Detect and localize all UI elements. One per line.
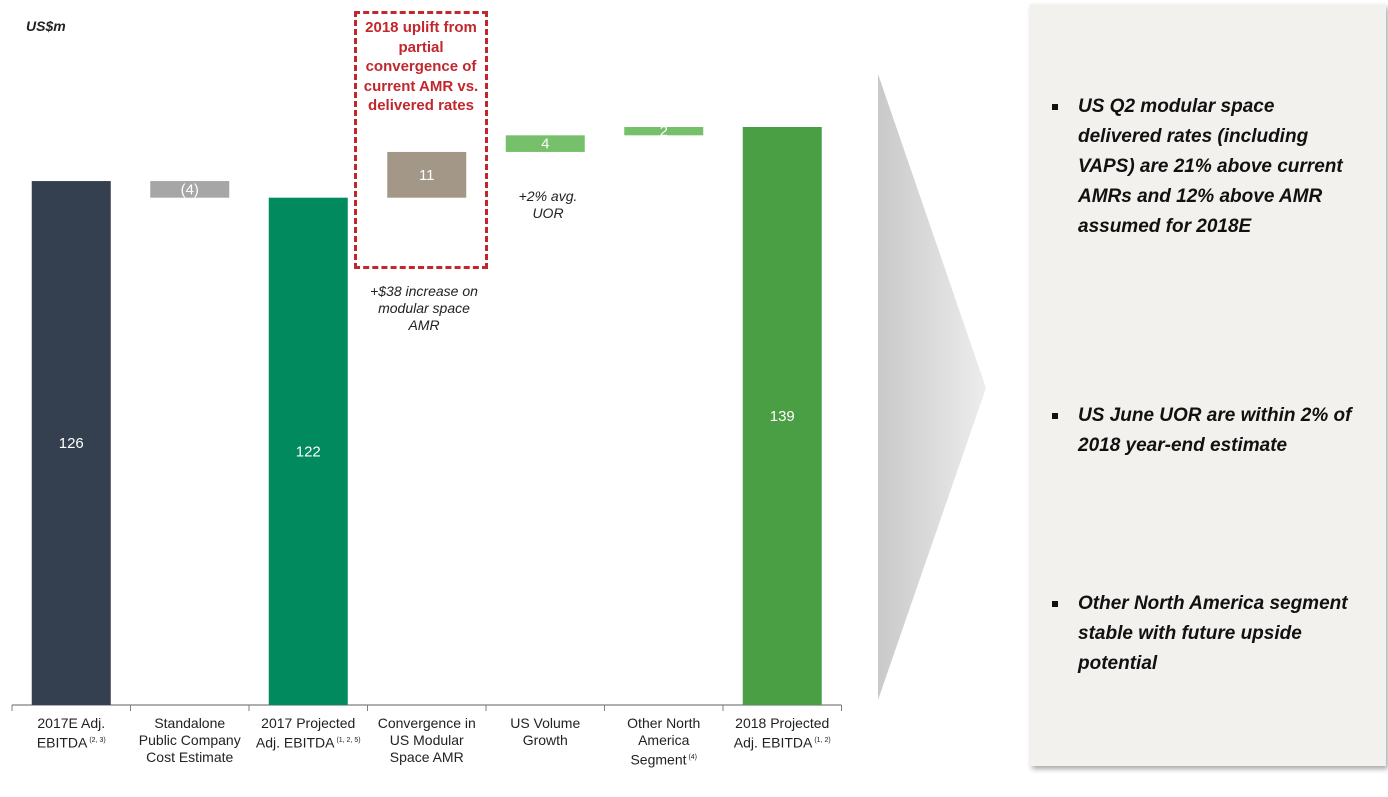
category-footnote: (1, 2) (812, 737, 831, 744)
category-label-1: 2017E Adj. EBITDA (2, 3) (16, 715, 126, 752)
bullet-text: US Q2 modular space delivered rates (inc… (1078, 96, 1343, 237)
bar-value-label-3: 122 (296, 443, 321, 460)
category-label-5: US Volume Growth (490, 715, 600, 749)
annotation-amr-increase: +$38 increase on modular space AMR (370, 283, 478, 333)
category-label-text: 2017 Projected Adj. EBITDA (255, 715, 356, 751)
bullet-icon (1052, 104, 1058, 110)
category-label-3: 2017 Projected Adj. EBITDA (1, 2, 5) (253, 715, 363, 752)
category-label-6: Other North America Segment (4) (609, 715, 719, 769)
bar-1 (31, 181, 111, 705)
chevron-arrow-icon (878, 74, 986, 700)
annotation-uor: +2% avg. UOR (518, 188, 578, 221)
side-panel: US Q2 modular space delivered rates (inc… (1030, 4, 1386, 766)
highlight-box (354, 11, 488, 269)
bar-value-label-1: 126 (59, 435, 84, 452)
unit-label: US$m (26, 18, 66, 34)
bar-5 (505, 135, 585, 152)
category-footnote: (4) (686, 754, 698, 761)
bar-4 (387, 151, 467, 198)
category-label-text: 2017E Adj. EBITDA (36, 715, 106, 751)
category-label-text: 2018 Projected Adj. EBITDA (733, 715, 830, 751)
bar-value-label-2: (4) (181, 181, 199, 198)
bar-value-label-4: 11 (419, 167, 435, 184)
bullet-item: US June UOR are within 2% of 2018 year-e… (1052, 401, 1352, 461)
bar-value-label-7: 139 (770, 408, 795, 425)
category-footnote: (1, 2, 5) (334, 737, 361, 744)
bar-3 (268, 197, 348, 705)
category-footnote: (2, 3) (87, 737, 106, 744)
bar-value-label-6: 2 (660, 123, 668, 140)
category-label-text: US Volume Growth (510, 715, 581, 748)
bullet-item: Other North America segment stable with … (1052, 589, 1352, 679)
bar-value-label-5: 4 (541, 136, 549, 153)
category-label-text: Standalone Public Company Cost Estimate (138, 715, 241, 765)
bullet-text: Other North America segment stable with … (1078, 593, 1348, 674)
bullet-icon (1052, 601, 1058, 607)
category-label-2: Standalone Public Company Cost Estimate (135, 715, 245, 766)
bar-6 (624, 127, 704, 136)
waterfall-chart: 126 (4) 122 11 4 2 139 (11, 123, 842, 711)
category-label-text: Convergence in US Modular Space AMR (377, 715, 476, 765)
category-label-4: Convergence in US Modular Space AMR (372, 715, 482, 766)
category-label-text: Other North America Segment (627, 715, 701, 768)
bullet-item: US Q2 modular space delivered rates (inc… (1052, 92, 1352, 242)
highlight-text: 2018 uplift from partial convergence of … (363, 19, 479, 114)
bar-2 (150, 181, 230, 198)
bullet-icon (1052, 413, 1058, 419)
category-label-7: 2018 Projected Adj. EBITDA (1, 2) (727, 715, 837, 752)
bullet-text: US June UOR are within 2% of 2018 year-e… (1078, 405, 1352, 456)
bar-7 (742, 127, 822, 705)
